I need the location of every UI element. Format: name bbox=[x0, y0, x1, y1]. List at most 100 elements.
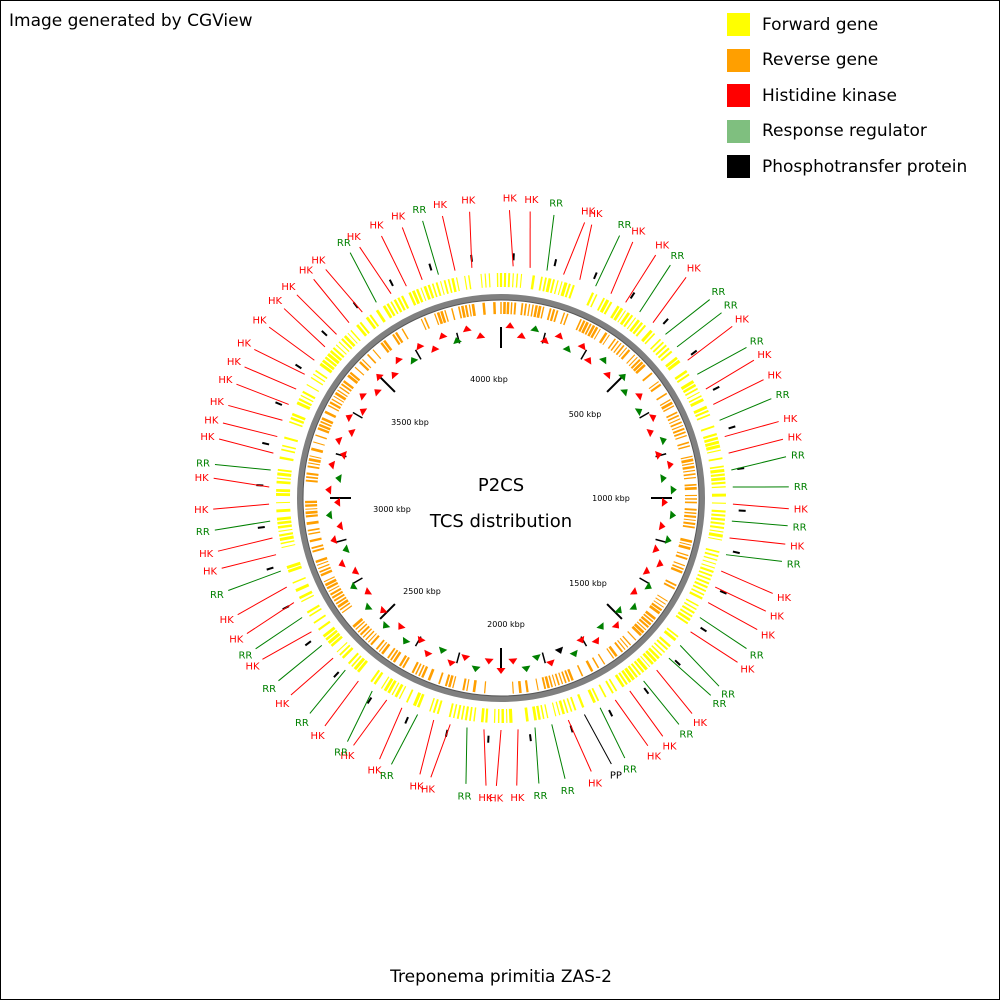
tcs-feature-rr: RR bbox=[196, 510, 333, 538]
feature-callout bbox=[508, 210, 514, 267]
tcs-feature-hk: HK bbox=[340, 635, 426, 762]
reverse-gene-mark bbox=[306, 472, 319, 476]
forward-gene-mark bbox=[369, 314, 380, 327]
forward-gene-mark bbox=[401, 295, 410, 310]
feature-marker bbox=[447, 659, 457, 667]
reverse-gene-mark bbox=[315, 434, 327, 440]
feature-marker bbox=[345, 414, 354, 423]
tcs-feature-hk: HK bbox=[311, 622, 406, 742]
reverse-gene-mark bbox=[636, 621, 647, 631]
feature-marker bbox=[328, 460, 336, 470]
feature-marker bbox=[359, 408, 368, 416]
scale-label-3000: 3000 kbp bbox=[373, 505, 411, 514]
reverse-gene-mark bbox=[444, 310, 449, 322]
reverse-gene-mark bbox=[308, 462, 321, 466]
forward-gene-mark bbox=[356, 660, 368, 673]
forward-gene-mark bbox=[695, 409, 709, 418]
forward-gene-mark bbox=[295, 583, 310, 592]
reverse-gene-mark bbox=[678, 445, 691, 450]
forward-gene-mark bbox=[685, 598, 699, 607]
outer-tick bbox=[643, 687, 650, 695]
reverse-gene-mark bbox=[682, 465, 695, 470]
reverse-gene-mark bbox=[672, 427, 685, 434]
feature-label: HK bbox=[662, 742, 677, 753]
reverse-gene-mark bbox=[513, 302, 517, 315]
outer-tick bbox=[404, 716, 409, 724]
reverse-gene-mark bbox=[427, 668, 435, 681]
forward-gene-mark bbox=[380, 676, 390, 689]
feature-marker bbox=[614, 605, 622, 614]
feature-callout bbox=[713, 379, 764, 405]
feature-callout bbox=[715, 586, 767, 612]
forward-gene-mark bbox=[694, 580, 708, 589]
reverse-gene-mark bbox=[653, 600, 664, 608]
forward-gene-mark bbox=[286, 561, 301, 569]
reverse-gene-mark bbox=[316, 560, 329, 566]
reverse-gene-mark bbox=[530, 304, 534, 317]
reverse-gene-mark bbox=[318, 423, 331, 431]
tcs-feature-rr: RR bbox=[620, 301, 738, 397]
legend-item-histidine-kinase: Histidine kinase bbox=[727, 78, 967, 114]
forward-gene-mark bbox=[373, 671, 384, 685]
feature-marker bbox=[516, 332, 526, 339]
tcs-feature-hk: HK bbox=[203, 535, 338, 578]
tcs-feature-rr: RR bbox=[262, 602, 373, 695]
reverse-gene-mark bbox=[681, 462, 695, 467]
feature-label: HK bbox=[740, 665, 755, 676]
outer-tick bbox=[321, 330, 328, 337]
feature-callout bbox=[246, 602, 295, 635]
feature-callout bbox=[534, 727, 540, 784]
forward-gene-mark bbox=[335, 344, 347, 355]
forward-gene-mark bbox=[464, 275, 468, 290]
forward-gene-mark bbox=[532, 706, 537, 721]
forward-gene-mark bbox=[693, 405, 708, 415]
reverse-gene-mark bbox=[321, 417, 334, 425]
reverse-gene-mark bbox=[675, 554, 688, 560]
tcs-feature-hk: HK bbox=[652, 544, 792, 604]
scale-label-1000: 1000 kbp bbox=[592, 494, 630, 503]
outer-tick bbox=[732, 550, 740, 555]
forward-gene-mark bbox=[386, 303, 396, 317]
scale-tick bbox=[379, 603, 396, 620]
feature-marker bbox=[398, 622, 406, 630]
feature-callout bbox=[676, 312, 722, 348]
feature-callout bbox=[214, 464, 271, 471]
reverse-gene-mark bbox=[378, 641, 388, 652]
forward-gene-mark bbox=[315, 369, 328, 380]
tcs-feature-hk: HK bbox=[489, 668, 506, 804]
forward-gene-mark bbox=[387, 680, 397, 694]
reverse-gene-mark bbox=[434, 313, 440, 326]
outer-tick bbox=[388, 279, 394, 287]
reverse-gene-mark bbox=[411, 661, 419, 674]
feature-callout bbox=[729, 537, 786, 545]
outer-tick bbox=[294, 363, 302, 370]
tcs-feature-hk: HK bbox=[629, 587, 755, 676]
feature-callout bbox=[228, 570, 281, 591]
forward-gene-mark bbox=[701, 563, 715, 569]
reverse-gene-mark bbox=[548, 675, 553, 688]
reverse-gene-mark bbox=[630, 359, 641, 369]
forward-gene-mark bbox=[455, 277, 460, 292]
reverse-gene-mark bbox=[313, 441, 325, 446]
feature-callout bbox=[213, 503, 270, 510]
reverse-gene-mark bbox=[584, 323, 592, 335]
reverse-gene-mark bbox=[320, 420, 332, 428]
feature-callout bbox=[254, 348, 305, 375]
forward-gene-mark bbox=[648, 647, 660, 660]
tcs-feature-hk: HK bbox=[421, 654, 471, 795]
reverse-gene-mark bbox=[468, 304, 472, 317]
feature-label: HK bbox=[204, 415, 219, 426]
forward-gene-mark bbox=[319, 362, 333, 374]
reverse-gene-mark bbox=[683, 473, 696, 477]
forward-gene-mark bbox=[538, 276, 543, 291]
scale-tick bbox=[352, 411, 363, 419]
forward-gene-mark bbox=[322, 626, 336, 638]
legend: Forward gene Reverse gene Histidine kina… bbox=[727, 7, 967, 185]
feature-callout bbox=[732, 503, 789, 510]
outer-tick bbox=[553, 259, 558, 267]
tcs-feature-hk: HK bbox=[245, 587, 373, 673]
reverse-gene-mark bbox=[642, 372, 653, 382]
feature-callout bbox=[610, 241, 634, 294]
scale-tick bbox=[639, 577, 650, 585]
scale-tick bbox=[379, 376, 396, 393]
